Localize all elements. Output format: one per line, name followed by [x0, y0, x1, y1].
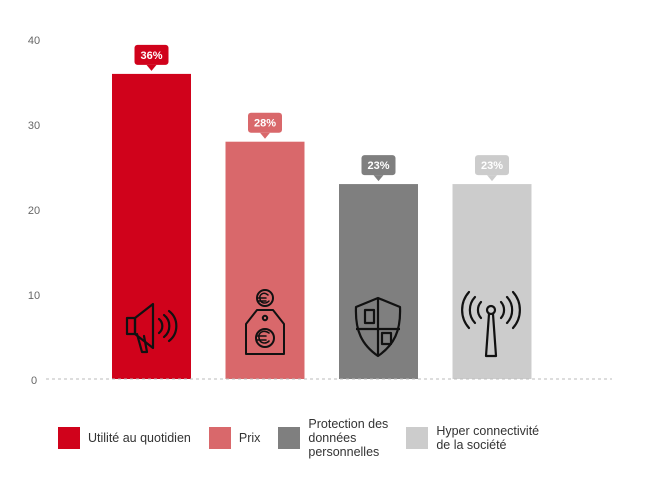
y-tick-label: 40	[28, 35, 40, 47]
legend-item-protection: Protection des données personnelles	[278, 417, 388, 459]
bar-chart: 0 10 20 30 40 36% 28% 23% 23%	[28, 35, 612, 387]
price-tag-euro-icon	[245, 289, 285, 355]
data-label-badge	[361, 155, 396, 176]
data-label-badge	[248, 112, 282, 133]
legend-item-connectivite: Hyper connectivité de la société	[406, 424, 539, 452]
y-tick-label: 0	[31, 375, 37, 387]
legend-item-utilite: Utilité au quotidien	[58, 427, 191, 449]
legend: Utilité au quotidien Prix Protection des…	[58, 408, 638, 468]
legend-swatch	[58, 427, 80, 449]
data-label-pointer	[260, 132, 270, 139]
data-label-badge	[134, 44, 169, 65]
y-tick-label: 10	[28, 290, 40, 302]
legend-swatch	[278, 427, 301, 449]
antenna-icon	[461, 290, 521, 358]
bar	[112, 73, 191, 380]
legend-label: Hyper connectivité de la société	[436, 424, 540, 452]
data-label-pointer	[487, 175, 497, 182]
megaphone-icon	[125, 302, 178, 354]
legend-item-prix: Prix	[208, 427, 261, 449]
data-label-pointer	[146, 64, 157, 71]
bar	[452, 184, 532, 379]
legend-swatch	[406, 427, 429, 449]
legend-swatch	[208, 427, 231, 449]
data-label: 23%	[481, 160, 503, 172]
data-label: 23%	[367, 160, 389, 172]
legend-label: Protection des données personnelles	[308, 417, 389, 459]
shield-icon	[354, 296, 402, 358]
legend-label: Prix	[238, 431, 261, 445]
y-tick-label: 20	[28, 205, 40, 217]
data-label: 28%	[254, 118, 276, 130]
data-label-pointer	[373, 175, 384, 182]
data-label-badge	[475, 155, 509, 176]
legend-label: Utilité au quotidien	[88, 431, 191, 445]
y-tick-label: 30	[28, 120, 40, 132]
bar-icons-group	[125, 289, 521, 358]
data-label: 36%	[140, 50, 162, 62]
y-axis: 0 10 20 30 40	[28, 35, 40, 387]
